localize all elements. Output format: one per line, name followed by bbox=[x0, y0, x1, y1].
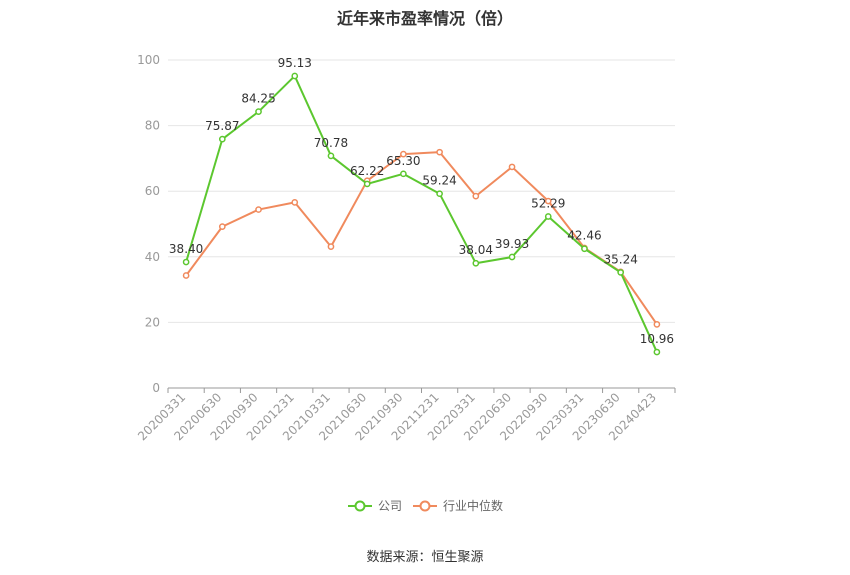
data-label: 52.29 bbox=[531, 196, 565, 210]
data-point bbox=[436, 148, 443, 156]
data-point bbox=[400, 150, 407, 158]
data-label: 62.22 bbox=[350, 164, 384, 178]
data-point bbox=[544, 197, 552, 205]
data-label: 65.30 bbox=[386, 154, 420, 168]
data-label: 35.24 bbox=[603, 252, 637, 266]
series-line-1 bbox=[185, 151, 658, 325]
data-label: 95.13 bbox=[278, 56, 312, 70]
data-point bbox=[327, 243, 335, 250]
data-point bbox=[218, 223, 226, 230]
y-tick-label: 80 bbox=[145, 119, 160, 133]
data-point bbox=[581, 245, 588, 253]
data-label: 38.04 bbox=[459, 243, 493, 257]
data-point bbox=[182, 272, 190, 279]
grid-layer bbox=[168, 59, 675, 323]
data-point bbox=[291, 72, 299, 80]
data-label: 39.93 bbox=[495, 237, 529, 251]
data-point bbox=[182, 258, 190, 266]
chart-title: 近年来市盈率情况（倍） bbox=[336, 9, 513, 28]
legend-swatch-marker bbox=[354, 500, 366, 512]
data-point bbox=[508, 163, 516, 171]
y-tick-label: 100 bbox=[137, 53, 160, 67]
data-label: 42.46 bbox=[567, 229, 601, 243]
legend-swatch-marker bbox=[419, 500, 431, 512]
data-point bbox=[544, 213, 552, 220]
y-tick-label: 20 bbox=[145, 315, 160, 329]
series-line-0 bbox=[185, 74, 658, 353]
data-point bbox=[617, 269, 625, 276]
data-point bbox=[291, 199, 299, 206]
data-point bbox=[472, 192, 480, 200]
data-point bbox=[327, 152, 335, 160]
y-tick-label: 60 bbox=[145, 184, 160, 198]
data-label: 38.40 bbox=[169, 242, 203, 256]
y-tick-label: 0 bbox=[152, 381, 160, 395]
y-tick-label: 40 bbox=[145, 250, 160, 264]
data-point bbox=[472, 259, 480, 267]
data-point bbox=[400, 170, 407, 178]
series-layer bbox=[182, 72, 661, 356]
legend-item-1[interactable]: 行业中位数 bbox=[413, 498, 503, 513]
legend-label: 行业中位数 bbox=[443, 498, 503, 513]
data-point bbox=[363, 180, 371, 188]
data-point bbox=[653, 321, 661, 328]
data-point bbox=[255, 206, 262, 213]
axis-layer: 0204060801002020033120200630202009302020… bbox=[135, 53, 676, 443]
data-point bbox=[436, 190, 443, 198]
legend-item-0[interactable]: 公司 bbox=[348, 499, 402, 513]
legend[interactable]: 公司 行业中位数 bbox=[348, 498, 503, 513]
data-point bbox=[255, 108, 262, 116]
data-point bbox=[508, 253, 516, 261]
data-point bbox=[218, 135, 226, 143]
data-label: 10.96 bbox=[640, 332, 674, 346]
legend-label: 公司 bbox=[378, 499, 402, 513]
data-label: 70.78 bbox=[314, 136, 348, 150]
data-point bbox=[653, 348, 661, 356]
data-source: 数据来源：恒生聚源 bbox=[366, 550, 484, 565]
data-label: 75.87 bbox=[205, 119, 239, 133]
data-label: 59.24 bbox=[422, 174, 456, 188]
data-label: 84.25 bbox=[241, 92, 275, 106]
